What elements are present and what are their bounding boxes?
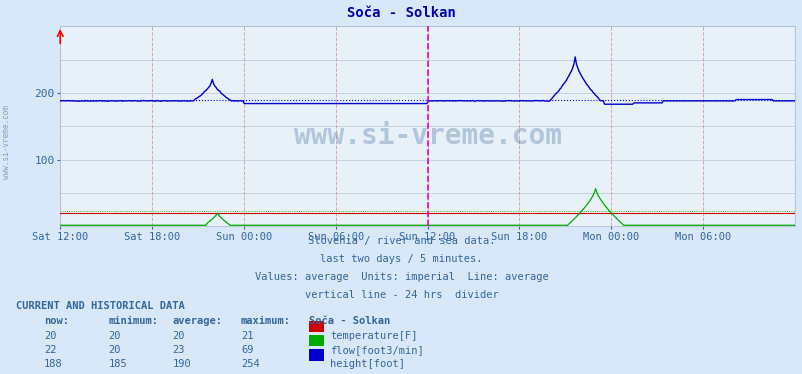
Text: now:: now: <box>44 316 69 326</box>
Text: Soča - Solkan: Soča - Solkan <box>309 316 390 326</box>
Text: height[foot]: height[foot] <box>330 359 404 369</box>
Text: Soča - Solkan: Soča - Solkan <box>346 6 456 19</box>
Text: www.si-vreme.com: www.si-vreme.com <box>2 105 11 179</box>
Text: vertical line - 24 hrs  divider: vertical line - 24 hrs divider <box>304 290 498 300</box>
Text: maximum:: maximum: <box>241 316 290 326</box>
Text: temperature[F]: temperature[F] <box>330 331 417 341</box>
Text: 20: 20 <box>108 345 121 355</box>
Text: flow[foot3/min]: flow[foot3/min] <box>330 345 423 355</box>
Text: 254: 254 <box>241 359 259 369</box>
Text: Values: average  Units: imperial  Line: average: Values: average Units: imperial Line: av… <box>254 272 548 282</box>
Text: 190: 190 <box>172 359 191 369</box>
Text: Slovenia / river and sea data.: Slovenia / river and sea data. <box>307 236 495 246</box>
Text: 20: 20 <box>108 331 121 341</box>
Text: last two days / 5 minutes.: last two days / 5 minutes. <box>320 254 482 264</box>
Text: CURRENT AND HISTORICAL DATA: CURRENT AND HISTORICAL DATA <box>16 301 184 311</box>
Text: 20: 20 <box>172 331 185 341</box>
Text: 188: 188 <box>44 359 63 369</box>
Text: average:: average: <box>172 316 222 326</box>
Text: 21: 21 <box>241 331 253 341</box>
Text: 185: 185 <box>108 359 127 369</box>
Text: minimum:: minimum: <box>108 316 158 326</box>
Text: 23: 23 <box>172 345 185 355</box>
Text: 69: 69 <box>241 345 253 355</box>
Text: 22: 22 <box>44 345 57 355</box>
Text: www.si-vreme.com: www.si-vreme.com <box>294 122 561 150</box>
Text: 20: 20 <box>44 331 57 341</box>
